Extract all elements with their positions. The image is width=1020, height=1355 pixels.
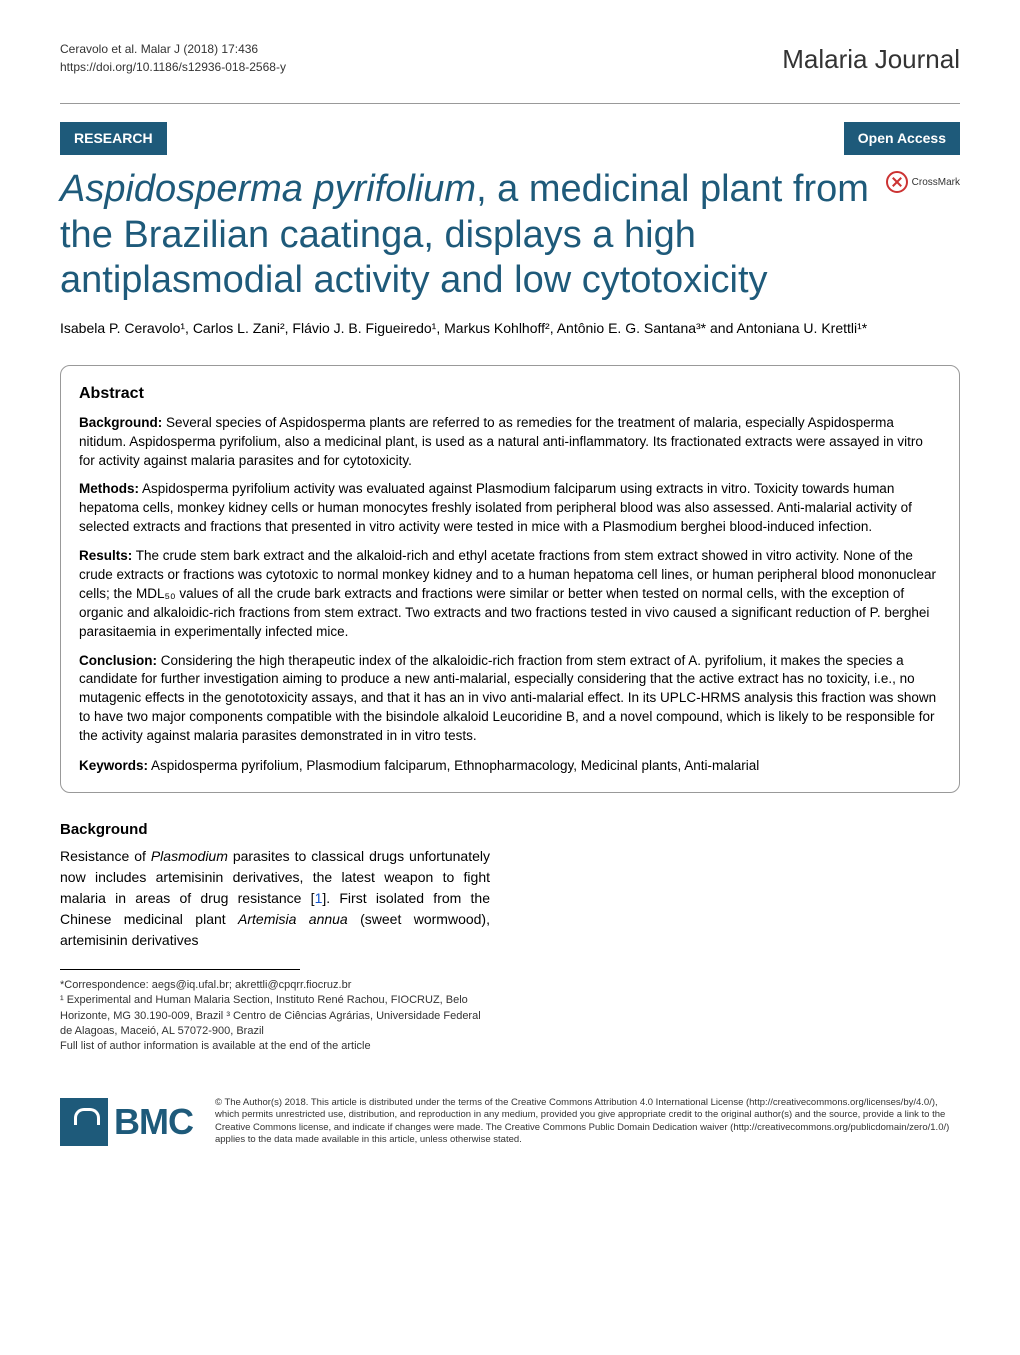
abstract-box: Abstract Background: Several species of … — [60, 365, 960, 794]
keywords-label: Keywords: — [79, 758, 148, 773]
abstract-conclusion: Conclusion: Considering the high therape… — [79, 652, 941, 746]
bmc-logo: BMC — [60, 1095, 193, 1149]
header-divider — [60, 103, 960, 104]
page-footer: BMC © The Author(s) 2018. This article i… — [60, 1095, 960, 1149]
title-row: Aspidosperma pyrifolium, a medicinal pla… — [60, 167, 960, 318]
bg-italic-1: Plasmodium — [151, 848, 228, 864]
abstract-conclusion-text: Considering the high therapeutic index o… — [79, 653, 936, 744]
author-list: Isabela P. Ceravolo¹, Carlos L. Zani², F… — [60, 318, 960, 339]
title-italic-species: Aspidosperma pyrifolium — [60, 168, 476, 210]
abstract-background-text: Several species of Aspidosperma plants a… — [79, 415, 923, 468]
keywords-text: Aspidosperma pyrifolium, Plasmodium falc… — [148, 758, 759, 773]
page-header: Ceravolo et al. Malar J (2018) 17:436 ht… — [60, 40, 960, 79]
open-access-badge: Open Access — [844, 122, 960, 155]
abstract-results-text: The crude stem bark extract and the alka… — [79, 548, 936, 639]
bg-text-1: Resistance of — [60, 848, 151, 864]
bmc-icon — [60, 1098, 108, 1146]
abstract-conclusion-label: Conclusion: — [79, 653, 157, 668]
abstract-results: Results: The crude stem bark extract and… — [79, 547, 941, 641]
background-heading: Background — [60, 819, 960, 842]
crossmark-label: CrossMark — [912, 175, 960, 190]
research-badge: RESEARCH — [60, 122, 167, 155]
badge-row: RESEARCH Open Access — [60, 122, 960, 155]
footnote-block: *Correspondence: aegs@iq.ufal.br; akrett… — [60, 978, 490, 1055]
doi-line: https://doi.org/10.1186/s12936-018-2568-… — [60, 58, 286, 76]
abstract-methods-text: Aspidosperma pyrifolium activity was eva… — [79, 481, 912, 534]
license-text: © The Author(s) 2018. This article is di… — [215, 1097, 960, 1146]
crossmark-icon — [886, 171, 908, 193]
abstract-methods: Methods: Aspidosperma pyrifolium activit… — [79, 480, 941, 537]
full-list-note: Full list of author information is avail… — [60, 1039, 490, 1054]
background-paragraph: Resistance of Plasmodium parasites to cl… — [60, 846, 490, 951]
citation-line: Ceravolo et al. Malar J (2018) 17:436 — [60, 40, 286, 58]
abstract-methods-label: Methods: — [79, 481, 139, 496]
article-title: Aspidosperma pyrifolium, a medicinal pla… — [60, 167, 876, 304]
abstract-background-label: Background: — [79, 415, 162, 430]
crossmark-badge[interactable]: CrossMark — [886, 171, 960, 193]
bg-italic-2: Artemisia annua — [238, 911, 348, 927]
citation-block: Ceravolo et al. Malar J (2018) 17:436 ht… — [60, 40, 286, 76]
correspondence-line: *Correspondence: aegs@iq.ufal.br; akrett… — [60, 978, 490, 993]
abstract-heading: Abstract — [79, 382, 941, 406]
bmc-text: BMC — [114, 1095, 193, 1149]
background-section: Background Resistance of Plasmodium para… — [60, 819, 960, 951]
journal-name: Malaria Journal — [782, 40, 960, 79]
abstract-results-label: Results: — [79, 548, 132, 563]
abstract-keywords: Keywords: Aspidosperma pyrifolium, Plasm… — [79, 756, 941, 776]
abstract-background: Background: Several species of Aspidospe… — [79, 414, 941, 471]
footnote-divider — [60, 969, 300, 970]
